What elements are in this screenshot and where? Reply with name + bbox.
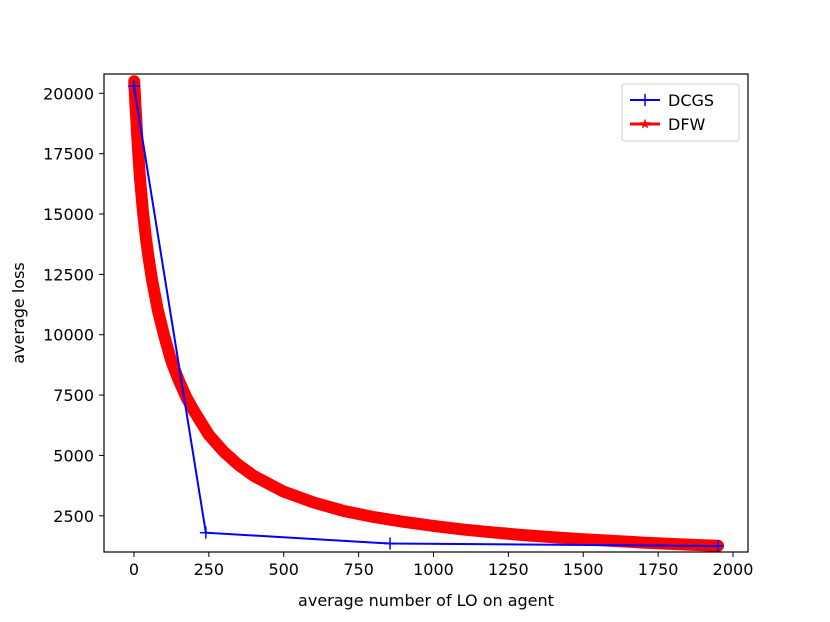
dfw-point xyxy=(134,171,146,183)
dfw-point xyxy=(457,523,470,535)
dfw-point xyxy=(397,515,410,527)
y-tick-label: 5000 xyxy=(53,446,94,465)
x-tick-label: 1750 xyxy=(638,560,679,579)
dfw-line xyxy=(128,75,725,552)
y-axis-label: average loss xyxy=(9,262,28,364)
dfw-point xyxy=(233,459,245,470)
legend-dcgs-label: DCGS xyxy=(668,91,714,110)
dfw-point xyxy=(218,445,230,457)
dfw-point xyxy=(517,529,530,540)
x-tick-label: 0 xyxy=(129,560,139,579)
legend-dfw-label: DFW xyxy=(668,115,706,134)
dfw-point xyxy=(131,125,143,137)
dfw-markers xyxy=(128,75,724,551)
dfw-point xyxy=(577,533,589,545)
dfw-point xyxy=(607,534,619,546)
dcgs-point xyxy=(384,537,397,550)
x-tick-label: 750 xyxy=(343,560,374,579)
dfw-point xyxy=(427,519,440,531)
x-tick-label: 2000 xyxy=(713,560,754,579)
dfw-point xyxy=(143,253,155,265)
dcgs-point xyxy=(199,526,212,539)
y-tick-label: 15000 xyxy=(43,205,94,224)
dcgs-point xyxy=(712,539,725,552)
x-tick-label: 500 xyxy=(268,560,299,579)
dfw-point xyxy=(130,113,143,125)
y-tick-label: 17500 xyxy=(43,145,94,164)
x-axis-label: average number of LO on agent xyxy=(298,591,554,610)
dfw-point xyxy=(173,374,185,386)
legend-dfw-marker xyxy=(639,118,651,129)
dcgs-line xyxy=(132,85,719,547)
dfw-point xyxy=(697,539,709,551)
y-tick-label: 2500 xyxy=(53,507,94,526)
legend-dcgs-marker xyxy=(639,94,651,106)
dfw-point xyxy=(180,391,193,403)
y-tick-label: 20000 xyxy=(43,84,94,103)
dcgs-markers xyxy=(127,80,725,552)
dfw-point xyxy=(547,531,560,543)
plot-area xyxy=(103,73,749,553)
dfw-series xyxy=(128,75,725,552)
x-tick-label: 1500 xyxy=(563,560,604,579)
dfw-point xyxy=(337,504,350,516)
x-tick-label: 1250 xyxy=(488,560,529,579)
y-tick-label: 7500 xyxy=(53,386,94,405)
dfw-point xyxy=(146,273,158,285)
dfw-point xyxy=(367,510,380,522)
dfw-point xyxy=(132,150,145,161)
dfw-point xyxy=(637,536,649,548)
legend-box xyxy=(621,83,740,142)
dfw-point xyxy=(137,205,149,217)
dfw-point xyxy=(140,232,152,244)
y-tick-label: 12500 xyxy=(43,265,94,284)
dfw-point xyxy=(248,469,260,481)
dcgs-point xyxy=(127,80,140,93)
dfw-point xyxy=(307,496,320,508)
dfw-point xyxy=(129,99,142,111)
dfw-point xyxy=(667,538,679,549)
dcgs-series xyxy=(127,80,725,552)
dfw-point xyxy=(487,526,500,538)
y-tick-label: 10000 xyxy=(43,326,94,345)
x-tick-label: 250 xyxy=(194,560,225,579)
dfw-point xyxy=(188,404,200,416)
dfw-point xyxy=(158,328,170,340)
x-axis-ticks: 0 250 500 750 1000 1250 1500 1750 2000 xyxy=(129,552,754,579)
y-axis-ticks: 2500 5000 7500 10000 12500 15000 17500 20000 xyxy=(43,84,104,526)
x-tick-label: 1000 xyxy=(413,560,454,579)
dfw-point xyxy=(165,355,178,367)
dfw-point xyxy=(278,485,290,497)
dfw-point xyxy=(152,304,164,316)
dfw-point xyxy=(203,428,215,440)
legend: DCGS DFW xyxy=(621,83,740,142)
